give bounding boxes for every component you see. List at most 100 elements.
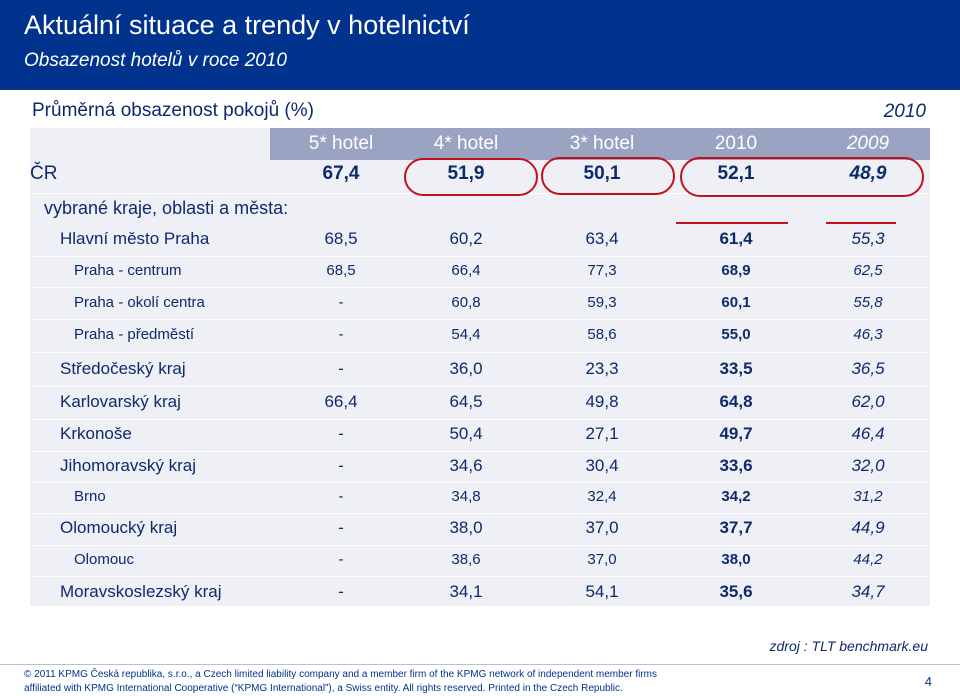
row-label: Praha - předměstí xyxy=(74,326,195,343)
cell-2010: 68,9 xyxy=(721,262,751,279)
table-row-cr: ČR 67,4 51,9 50,1 52,1 48,9 xyxy=(30,163,930,194)
cell-4star: 66,4 xyxy=(451,262,481,279)
cell-3star: 27,1 xyxy=(585,424,619,443)
cell-4star: 51,9 xyxy=(447,163,485,184)
highlight-oval-2010-2009 xyxy=(680,157,924,197)
column-header-4star: 4* hotel xyxy=(433,133,499,154)
table-row: Praha - předměstí - 54,4 58,6 55,0 46,3 xyxy=(30,326,930,357)
table-row: Brno - 34,8 32,4 34,2 31,2 xyxy=(30,488,930,519)
row-separator xyxy=(30,386,930,387)
cell-2010: 37,7 xyxy=(719,518,753,537)
row-label: Středočeský kraj xyxy=(60,359,186,378)
row-label: Brno xyxy=(74,488,106,505)
row-label: Olomoucký kraj xyxy=(60,518,178,537)
cell-2009: 55,3 xyxy=(851,229,885,248)
cell-4star: 50,4 xyxy=(449,424,483,443)
row-label: Jihomoravský kraj xyxy=(60,456,197,475)
cell-2009: 32,0 xyxy=(851,456,885,475)
row-separator xyxy=(30,482,930,483)
row-label: Praha - centrum xyxy=(74,262,182,279)
cell-5star: 68,5 xyxy=(326,262,356,279)
table-row: Hlavní město Praha 68,5 60,2 63,4 61,4 5… xyxy=(30,229,930,260)
cell-2009: 46,4 xyxy=(851,424,885,443)
row-separator xyxy=(30,576,930,577)
row-label: Hlavní město Praha xyxy=(60,229,210,248)
cell-4star: 34,6 xyxy=(449,456,483,475)
cell-4star: 54,4 xyxy=(451,326,481,343)
slide-subtitle: Obsazenost hotelů v roce 2010 xyxy=(24,50,288,71)
table-panel xyxy=(30,128,930,606)
cell-3star: 50,1 xyxy=(583,163,621,184)
cell-2009: 55,8 xyxy=(853,294,883,311)
column-header-5star: 5* hotel xyxy=(308,133,374,154)
cell-5star: - xyxy=(338,582,344,601)
cell-2009: 44,9 xyxy=(851,518,885,537)
cell-2009: 36,5 xyxy=(851,359,885,378)
row-separator xyxy=(30,545,930,546)
row-label: ČR xyxy=(30,163,58,184)
cell-2010: 34,2 xyxy=(721,488,751,505)
cell-3star: 30,4 xyxy=(585,456,619,475)
cell-3star: 37,0 xyxy=(585,518,619,537)
cell-2009: 34,7 xyxy=(851,582,885,601)
cell-4star: 60,2 xyxy=(449,229,483,248)
cell-5star: - xyxy=(338,424,344,443)
row-separator xyxy=(30,287,930,288)
row-separator xyxy=(30,451,930,452)
table-row: Středočeský kraj - 36,0 23,3 33,5 36,5 xyxy=(30,359,930,390)
cell-2010: 38,0 xyxy=(721,551,751,568)
table-row: Jihomoravský kraj - 34,6 30,4 33,6 32,0 xyxy=(30,456,930,487)
table-row: Olomouc - 38,6 37,0 38,0 44,2 xyxy=(30,551,930,582)
cell-5star: - xyxy=(338,518,344,537)
cell-4star: 38,0 xyxy=(449,518,483,537)
table-row: Krkonoše - 50,4 27,1 49,7 46,4 xyxy=(30,424,930,455)
table-row: Praha - okolí centra - 60,8 59,3 60,1 55… xyxy=(30,294,930,325)
cell-5star: - xyxy=(338,326,344,343)
cell-3star: 59,3 xyxy=(587,294,617,311)
highlight-oval-3star xyxy=(541,157,675,195)
cell-2010: 60,1 xyxy=(721,294,751,311)
cell-3star: 32,4 xyxy=(587,488,617,505)
column-header-2010: 2010 xyxy=(714,133,758,154)
table-row: Moravskoslezský kraj - 34,1 54,1 35,6 34… xyxy=(30,582,930,613)
cell-2009: 62,0 xyxy=(851,392,885,411)
table-row: Praha - centrum 68,5 66,4 77,3 68,9 62,5 xyxy=(30,262,930,293)
highlight-underline-2010 xyxy=(676,222,788,224)
row-label: Karlovarský kraj xyxy=(60,392,181,411)
row-label: Olomouc xyxy=(74,551,135,568)
row-separator xyxy=(30,513,930,514)
table-row: Olomoucký kraj - 38,0 37,0 37,7 44,9 xyxy=(30,518,930,549)
cell-3star: 63,4 xyxy=(585,229,619,248)
cell-2009: 48,9 xyxy=(849,163,887,184)
cell-2009: 31,2 xyxy=(853,488,883,505)
section-year: 2010 xyxy=(883,101,926,122)
row-label: Krkonoše xyxy=(60,424,132,443)
cell-2010: 64,8 xyxy=(719,392,753,411)
cell-3star: 49,8 xyxy=(585,392,619,411)
cell-2010: 61,4 xyxy=(719,229,753,248)
page-number: 4 xyxy=(924,674,932,689)
source-note: zdroj : TLT benchmark.eu xyxy=(769,638,928,654)
highlight-oval-4star xyxy=(404,158,538,196)
cell-2010: 33,6 xyxy=(719,456,753,475)
cell-5star: - xyxy=(338,551,344,568)
cell-2010: 49,7 xyxy=(719,424,753,443)
cell-2010: 52,1 xyxy=(717,163,755,184)
group-label: vybrané kraje, oblasti a města: xyxy=(44,198,289,218)
cell-2010: 35,6 xyxy=(719,582,753,601)
row-separator xyxy=(30,256,930,257)
header-bar: Aktuální situace a trendy v hotelnictví … xyxy=(0,0,960,90)
cell-5star: 66,4 xyxy=(324,392,358,411)
row-separator xyxy=(30,419,930,420)
cell-5star: - xyxy=(338,359,344,378)
cell-4star: 34,8 xyxy=(451,488,481,505)
cell-4star: 36,0 xyxy=(449,359,483,378)
cell-3star: 54,1 xyxy=(585,582,619,601)
footer-copyright-2: affiliated with KPMG International Coope… xyxy=(24,683,623,694)
row-label: Moravskoslezský kraj xyxy=(60,582,222,601)
cell-3star: 58,6 xyxy=(587,326,617,343)
cell-3star: 23,3 xyxy=(585,359,619,378)
highlight-underline-2009 xyxy=(826,222,896,224)
cell-5star: - xyxy=(338,488,344,505)
slide-title: Aktuální situace a trendy v hotelnictví xyxy=(24,10,470,40)
